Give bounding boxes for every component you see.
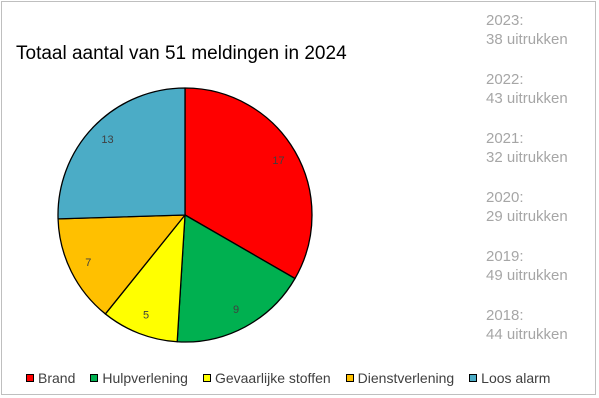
chart-title: Totaal aantal van 51 meldingen in 2024 xyxy=(16,43,347,64)
pie-slice-gevaarlijke-stoffen xyxy=(104,214,186,343)
history-item: 2023: 38 uitrukken xyxy=(486,11,591,70)
history-list: 2023: 38 uitrukken 2022: 43 uitrukken 20… xyxy=(486,11,591,365)
data-label: 7 xyxy=(85,257,91,269)
data-label: 13 xyxy=(101,134,113,146)
history-count: 32 uitrukken xyxy=(486,149,568,166)
history-item: 2020: 29 uitrukken xyxy=(486,188,591,247)
legend-item-hulpverlening: Hulpverlening xyxy=(90,370,188,386)
history-year: 2021: xyxy=(486,130,524,147)
history-count: 43 uitrukken xyxy=(486,90,568,107)
legend-item-loos-alarm: Loos alarm xyxy=(469,370,550,386)
data-label: 9 xyxy=(233,304,239,316)
history-item: 2021: 32 uitrukken xyxy=(486,129,591,188)
history-year: 2018: xyxy=(486,307,524,324)
legend-label: Loos alarm xyxy=(481,370,551,386)
history-count: 44 uitrukken xyxy=(486,326,568,343)
legend-swatch xyxy=(26,374,34,382)
legend-swatch xyxy=(202,374,211,382)
history-item: 2022: 43 uitrukken xyxy=(486,70,591,129)
history-item: 2019: 49 uitrukken xyxy=(486,247,591,306)
legend-label: Brand xyxy=(38,370,76,386)
history-year: 2020: xyxy=(486,189,524,206)
legend: Brand Hulpverlening Gevaarlijke stoffen … xyxy=(26,370,550,386)
legend-item-gevaarlijke-stoffen: Gevaarlijke stoffen xyxy=(202,370,331,386)
data-label: 17 xyxy=(272,155,284,167)
history-year: 2023: xyxy=(486,12,524,29)
legend-label: Hulpverlening xyxy=(102,370,188,386)
pie-slice-brand xyxy=(184,87,313,280)
data-label: 5 xyxy=(143,310,149,322)
pie-slice-hulpverlening xyxy=(176,214,296,343)
legend-swatch xyxy=(90,374,99,382)
history-year: 2019: xyxy=(486,248,524,265)
history-count: 38 uitrukken xyxy=(486,31,568,48)
legend-item-dienstverlening: Dienstverlening xyxy=(345,370,455,386)
legend-swatch xyxy=(345,374,354,382)
legend-swatch xyxy=(469,374,478,382)
legend-label: Dienstverlening xyxy=(357,370,455,386)
legend-item-brand: Brand xyxy=(26,370,75,386)
history-year: 2022: xyxy=(486,71,524,88)
pie-slice-loos-alarm xyxy=(57,87,186,220)
history-item: 2018: 44 uitrukken xyxy=(486,306,591,365)
history-count: 49 uitrukken xyxy=(486,267,568,284)
history-count: 29 uitrukken xyxy=(486,208,568,225)
pie-slice-dienstverlening xyxy=(57,214,186,315)
legend-label: Gevaarlijke stoffen xyxy=(214,370,331,386)
